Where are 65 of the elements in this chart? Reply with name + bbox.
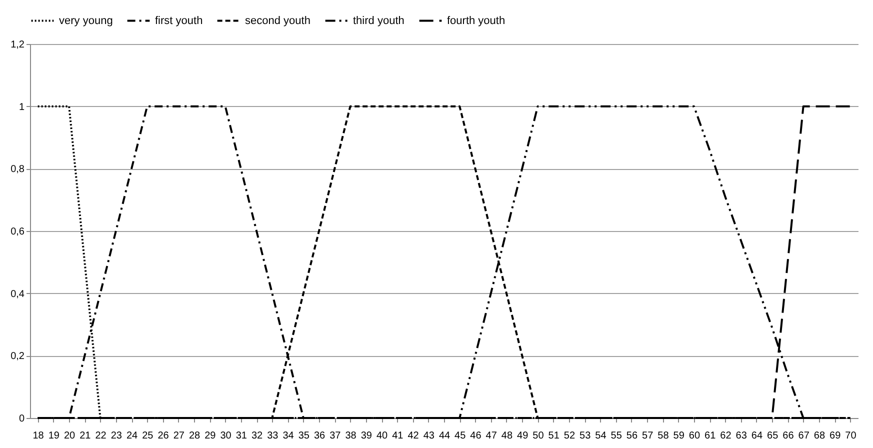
x-tick-label: 69 xyxy=(830,430,842,442)
x-tick-label: 43 xyxy=(423,430,435,442)
x-tick-label: 45 xyxy=(454,430,466,442)
legend-label: first youth xyxy=(155,14,203,27)
x-tick-label: 67 xyxy=(798,430,810,442)
x-tick-label: 63 xyxy=(736,430,748,442)
x-tick-label: 51 xyxy=(548,430,560,442)
x-tick-label: 19 xyxy=(48,430,60,442)
x-tick-label: 35 xyxy=(298,430,310,442)
x-tick-label: 68 xyxy=(814,430,826,442)
x-tick-label: 23 xyxy=(110,430,122,442)
x-tick-label: 22 xyxy=(95,430,107,442)
x-tick-label: 48 xyxy=(501,430,513,442)
legend-label: fourth youth xyxy=(447,14,506,27)
x-tick-label: 20 xyxy=(64,430,76,442)
x-tick-label: 27 xyxy=(173,430,185,442)
x-tick-label: 50 xyxy=(532,430,544,442)
x-tick-label: 21 xyxy=(80,430,92,442)
x-tick-label: 42 xyxy=(408,430,420,442)
x-tick-label: 39 xyxy=(360,430,372,442)
x-tick-label: 44 xyxy=(438,430,450,442)
x-tick-label: 65 xyxy=(767,430,779,442)
x-tick-label: 49 xyxy=(517,430,529,442)
y-tick-label: 1 xyxy=(18,102,25,113)
x-tick-label: 40 xyxy=(376,430,388,442)
x-tick-label: 57 xyxy=(642,430,654,442)
x-tick-label: 34 xyxy=(282,430,294,442)
x-tick-label: 26 xyxy=(158,430,170,442)
x-tick-label: 47 xyxy=(486,430,498,442)
legend-label: second youth xyxy=(245,14,310,27)
x-tick-label: 56 xyxy=(626,430,638,442)
x-tick-label: 25 xyxy=(142,430,154,442)
x-tick-label: 30 xyxy=(220,430,232,442)
x-tick-label: 37 xyxy=(330,430,342,442)
x-tick-label: 70 xyxy=(845,430,857,442)
x-tick-label: 18 xyxy=(32,430,44,442)
x-tick-label: 32 xyxy=(251,430,264,442)
y-tick-label: 0,6 xyxy=(10,226,25,238)
x-tick-label: 52 xyxy=(564,430,576,442)
x-tick-label: 38 xyxy=(345,430,357,442)
y-tick-label: 0 xyxy=(18,414,25,424)
x-tick-label: 59 xyxy=(673,430,685,442)
x-tick-label: 54 xyxy=(595,430,607,442)
y-tick-label: 0,2 xyxy=(10,351,25,362)
x-tick-label: 62 xyxy=(720,430,732,442)
y-tick-label: 0,4 xyxy=(10,288,25,300)
x-tick-label: 55 xyxy=(610,430,622,442)
x-tick-label: 36 xyxy=(314,430,326,442)
x-tick-label: 28 xyxy=(188,430,201,442)
x-tick-label: 53 xyxy=(580,430,592,442)
x-tick-label: 31 xyxy=(236,430,248,442)
y-tick-label: 1,2 xyxy=(10,40,25,50)
x-tick-label: 41 xyxy=(392,430,404,442)
x-tick-label: 66 xyxy=(782,430,794,442)
x-tick-label: 61 xyxy=(704,430,716,442)
x-tick-label: 60 xyxy=(688,430,700,442)
x-tick-label: 64 xyxy=(751,430,763,442)
legend-label: very young xyxy=(59,14,113,27)
x-tick-label: 46 xyxy=(470,430,482,442)
x-tick-label: 33 xyxy=(267,430,279,442)
x-tick-label: 58 xyxy=(658,430,670,442)
y-tick-label: 0,8 xyxy=(10,164,25,176)
legend-label: third youth xyxy=(353,14,404,27)
x-tick-label: 24 xyxy=(126,430,138,442)
x-tick-label: 29 xyxy=(204,430,216,442)
